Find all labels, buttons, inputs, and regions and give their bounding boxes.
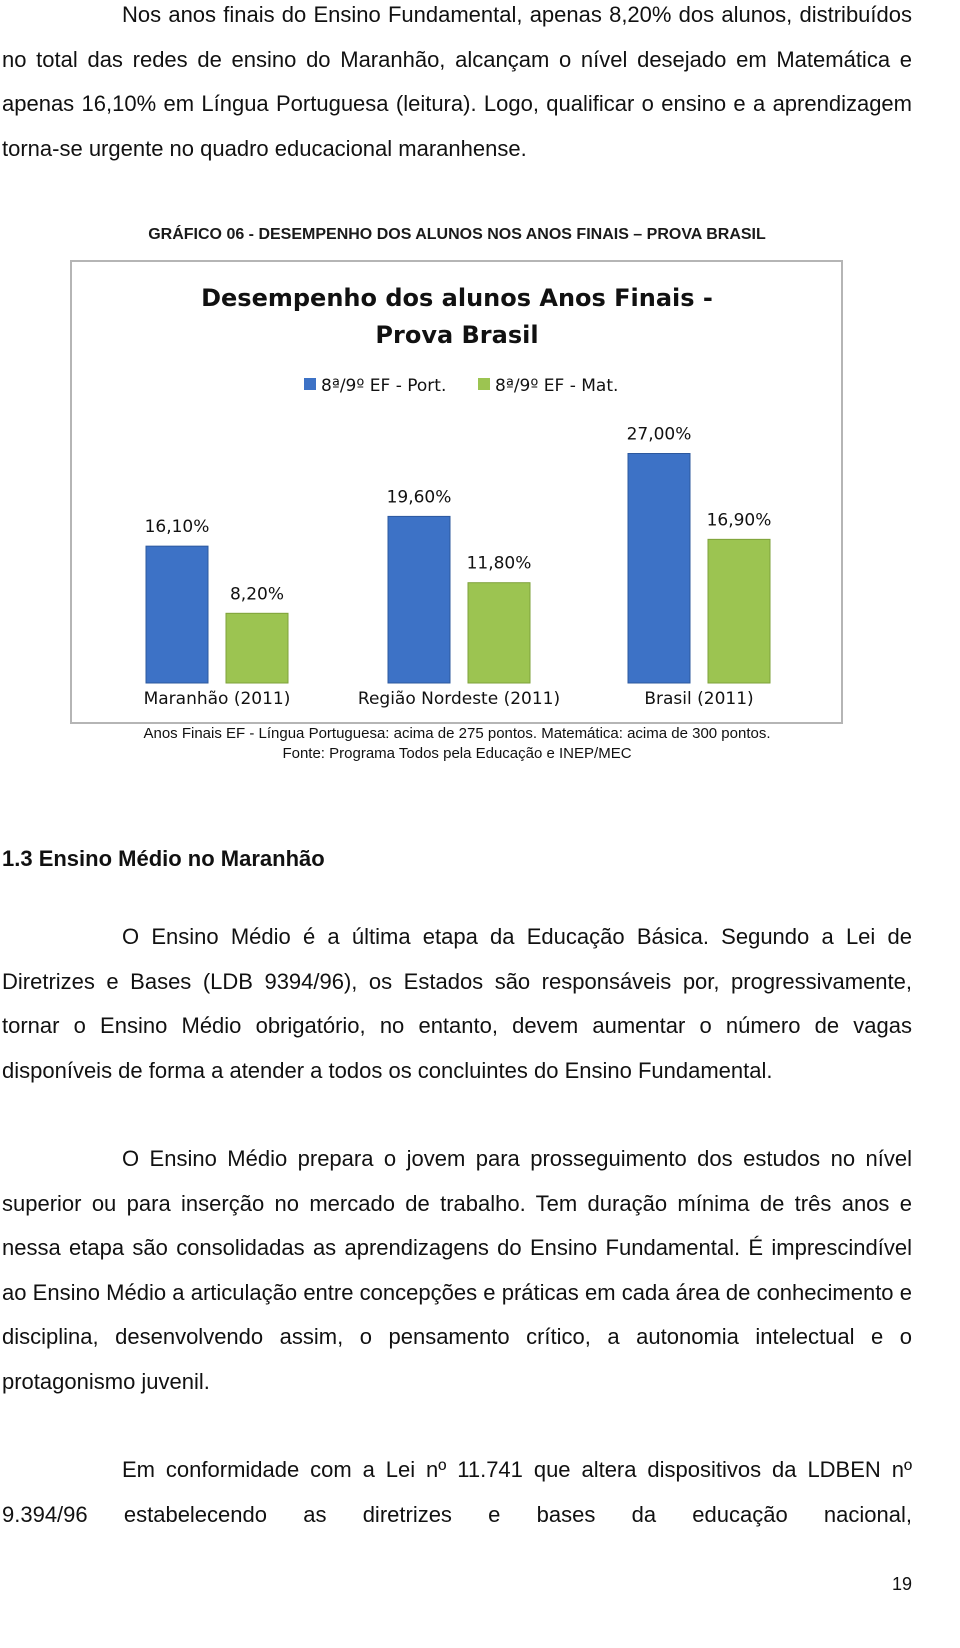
page-number: 19 (891, 1574, 912, 1594)
chart-title: Desempenho dos alunos Anos Finais - Prov… (201, 284, 713, 349)
chart: 8ª/9º EF - Port. 8ª/9º EF - Mat. Maranhão … (144, 376, 772, 709)
value-label: 19,60% (387, 487, 452, 507)
section-heading: 1.3 Ensino Médio no Maranhão (2, 846, 325, 871)
value-label: 16,10% (145, 517, 210, 537)
category-label: Maranhão (2011) (144, 689, 291, 709)
legend-label: 8ª/9º EF - Port. (321, 376, 446, 396)
bar (707, 538, 771, 684)
bar (145, 545, 209, 684)
paragraph: Nos anos finais do Ensino Fundamental, a… (2, 2, 912, 161)
category-label: Brasil (2011) (644, 689, 753, 709)
legend-swatch (478, 378, 490, 390)
bar (467, 582, 531, 684)
legend-label: 8ª/9º EF - Mat. (495, 376, 618, 396)
category-label: Região Nordeste (2011) (358, 689, 560, 709)
value-label: 11,80% (467, 554, 532, 574)
bar (627, 453, 691, 684)
figure-note: Anos Finais EF - Língua Portuguesa: acim… (143, 725, 771, 742)
figure-note: Fonte: Programa Todos pela Educação e IN… (282, 745, 632, 762)
value-label: 8,20% (230, 584, 284, 604)
value-label: 27,00% (627, 425, 692, 445)
paragraph: O Ensino Médio é a última etapa da Educa… (2, 924, 912, 1083)
chart-frame: Desempenho dos alunos Anos Finais - Prov… (70, 260, 843, 724)
paragraph: Em conformidade com a Lei nº 11.741 que … (2, 1457, 912, 1527)
bar (387, 515, 451, 684)
figure-caption: GRÁFICO 06 - DESEMPENHO DOS ALUNOS NOS A… (148, 226, 766, 243)
paragraph: O Ensino Médio prepara o jovem para pros… (2, 1146, 912, 1394)
bar (225, 612, 289, 684)
legend-swatch (304, 378, 316, 390)
value-label: 16,90% (707, 510, 772, 530)
